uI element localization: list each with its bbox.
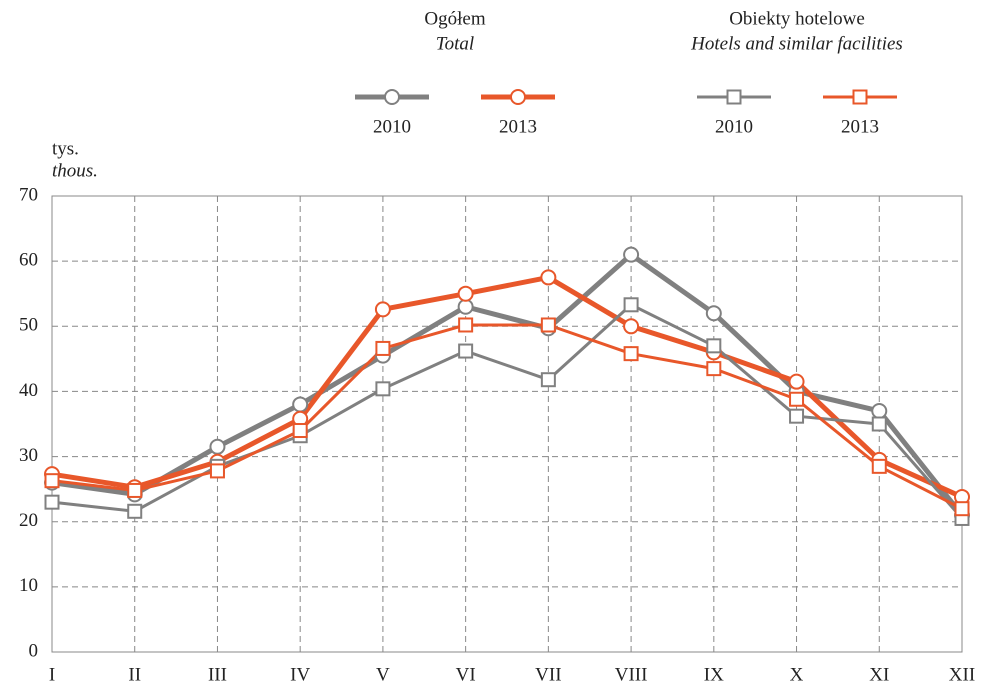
point <box>623 246 640 263</box>
legend-marker <box>384 89 400 105</box>
x-tick-label: V <box>376 664 390 685</box>
y-tick-label: 50 <box>19 315 38 336</box>
point <box>623 297 639 313</box>
legend-marker <box>852 89 868 105</box>
y-tick-label: 70 <box>19 184 38 205</box>
legend-marker <box>726 89 742 105</box>
x-tick-label: XII <box>949 664 975 685</box>
point <box>374 301 391 318</box>
point <box>127 503 143 519</box>
point <box>375 381 391 397</box>
point <box>540 317 556 333</box>
y-tick-label: 40 <box>19 380 38 401</box>
point <box>871 458 887 474</box>
point <box>706 361 722 377</box>
point <box>789 408 805 424</box>
legend-group-subtitle: Hotels and similar facilities <box>690 33 903 54</box>
point <box>458 317 474 333</box>
x-tick-label: I <box>49 664 55 685</box>
point <box>540 269 557 286</box>
point <box>44 494 60 510</box>
legend-label: 2010 <box>715 116 753 137</box>
point <box>292 396 309 413</box>
x-tick-label: VII <box>535 664 561 685</box>
legend-group-title: Ogółem <box>424 8 485 29</box>
y-axis-label-en: thous. <box>52 160 98 181</box>
legend-label: 2013 <box>841 116 879 137</box>
point <box>623 318 640 335</box>
point <box>127 482 143 498</box>
x-tick-label: III <box>208 664 227 685</box>
y-tick-label: 20 <box>19 510 38 531</box>
point <box>209 438 226 455</box>
legend-label: 2010 <box>373 116 411 137</box>
point <box>209 463 225 479</box>
point <box>292 423 308 439</box>
x-tick-label: XI <box>869 664 889 685</box>
legend-label: 2013 <box>499 116 537 137</box>
point <box>871 416 887 432</box>
x-tick-label: IV <box>290 664 310 685</box>
legend-group-subtitle: Total <box>436 33 474 54</box>
point <box>44 473 60 489</box>
y-axis-label: tys. <box>52 138 79 159</box>
series-line <box>51 274 964 500</box>
point <box>705 305 722 322</box>
point <box>706 338 722 354</box>
y-tick-label: 10 <box>19 575 38 596</box>
x-tick-label: X <box>790 664 804 685</box>
point <box>375 340 391 356</box>
legend-marker <box>510 89 526 105</box>
point <box>788 373 805 390</box>
point <box>540 372 556 388</box>
point <box>954 501 970 517</box>
point <box>457 298 474 315</box>
y-tick-label: 0 <box>29 640 39 661</box>
series-line <box>51 323 963 511</box>
x-tick-label: IX <box>704 664 724 685</box>
y-tick-label: 60 <box>19 250 38 271</box>
x-tick-label: VI <box>456 664 476 685</box>
y-tick-label: 30 <box>19 445 38 466</box>
point <box>458 343 474 359</box>
legend-group-title: Obiekty hotelowe <box>729 8 865 29</box>
point <box>871 402 888 419</box>
point <box>623 346 639 362</box>
point <box>457 285 474 302</box>
x-tick-label: VIII <box>615 664 648 685</box>
x-tick-label: II <box>128 664 141 685</box>
series-line <box>51 252 964 517</box>
point <box>789 391 805 407</box>
